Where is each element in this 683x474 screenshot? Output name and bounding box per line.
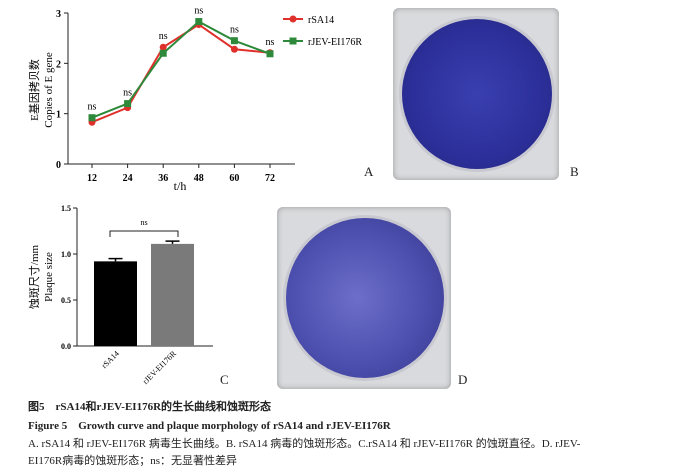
- y-axis-label-en: Plaque size: [43, 252, 55, 302]
- plaque-image-rjev-ei176r: [277, 207, 451, 389]
- x-tick-label: rSA14: [100, 349, 121, 370]
- data-point: [230, 45, 238, 53]
- panel-label-c: C: [220, 372, 229, 387]
- data-point: [195, 18, 203, 26]
- y-tick-label: 2: [56, 59, 61, 70]
- y-tick-label: 1.5: [61, 204, 71, 213]
- caption-en-title: Figure 5 Growth curve and plaque morphol…: [28, 420, 391, 432]
- y-tick-label: 1: [56, 110, 61, 121]
- y-tick-label: 3: [56, 9, 61, 20]
- y-tick-label: 0: [56, 160, 61, 171]
- bar-rJEV-EI176R: [151, 243, 194, 346]
- ns-annotation: ns: [88, 102, 97, 113]
- y-axis-label-cn: E基因拷贝数: [27, 59, 41, 121]
- y-tick-label: 0.5: [61, 296, 71, 305]
- series-line-rJEV-EI176R: [91, 20, 271, 119]
- caption-cn-title: 图5 rSA14和rJEV-EI176R的生长曲线和蚀斑形态: [28, 401, 272, 413]
- data-point: [124, 100, 132, 108]
- ns-annotation: ns: [140, 218, 147, 227]
- caption-line-2: EI176R病毒的蚀斑形态；ns：无显著性差异: [28, 455, 237, 467]
- data-point: [266, 50, 274, 58]
- plaque-size-bar-chart: 0.0 0.5 1.0 1.5 蚀斑尺寸/mm Plaque size rSA14 rJEV-…: [27, 204, 213, 386]
- panel-label-a: A: [364, 164, 374, 179]
- x-axis-label: t/h: [174, 179, 187, 193]
- data-point: [88, 114, 96, 122]
- legend-label: rSA14: [308, 15, 334, 26]
- bar-rSA14: [94, 261, 137, 346]
- x-tick-label: rJEV-EI176R: [141, 349, 178, 386]
- x-tick-label: 24: [123, 173, 133, 184]
- caption-line-1: A. rSA14 和 rJEV-EI176R 病毒生长曲线。B. rSA14 病…: [28, 438, 581, 450]
- x-tick-label: 60: [229, 173, 239, 184]
- ns-annotation: ns: [230, 25, 239, 36]
- y-axis-label-cn: 蚀斑尺寸/mm: [27, 244, 41, 309]
- series-line-rSA14: [91, 23, 271, 124]
- panel-label-b: B: [570, 164, 579, 179]
- data-point: [159, 49, 167, 57]
- ns-annotation: ns: [159, 31, 168, 42]
- ns-annotation: ns: [123, 88, 132, 99]
- legend-marker: [289, 37, 297, 45]
- y-tick-label: 1.0: [61, 250, 71, 259]
- y-tick-label: 0.0: [61, 342, 71, 351]
- legend-label: rJEV-EI176R: [308, 37, 362, 48]
- x-tick-label: 48: [194, 173, 204, 184]
- ns-annotation: ns: [266, 37, 275, 48]
- data-point: [159, 43, 167, 51]
- x-tick-label: 72: [265, 173, 275, 184]
- significance-bracket: [109, 230, 179, 237]
- legend-marker: [289, 15, 297, 23]
- ns-annotation: ns: [194, 6, 203, 17]
- x-tick-label: 12: [87, 173, 97, 184]
- y-axis-label-en: Copies of E gene: [43, 52, 55, 128]
- x-tick-label: 36: [158, 173, 168, 184]
- panel-label-d: D: [458, 372, 468, 387]
- plaque-image-rsa14: [393, 8, 559, 180]
- data-point: [230, 37, 238, 45]
